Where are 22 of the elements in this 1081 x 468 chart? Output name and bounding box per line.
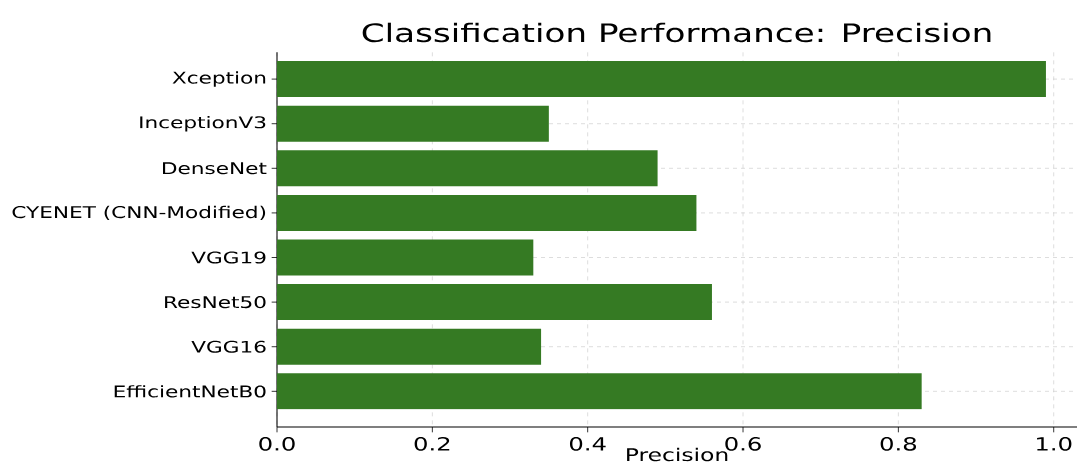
chart-title: Classification Performance: Precision <box>362 22 991 43</box>
bar <box>277 328 542 365</box>
bar <box>277 194 697 231</box>
bar <box>277 284 712 321</box>
y-tick-label: InceptionV3 <box>140 115 266 132</box>
y-tick-label: EfficientNetB0 <box>114 385 266 398</box>
bar <box>277 239 534 276</box>
x-tick-label: 0.0 <box>259 437 295 451</box>
x-tick-label: 0.8 <box>880 437 917 451</box>
y-tick-label: CYENET (CNN-Modified) <box>12 205 266 221</box>
bar <box>277 373 922 410</box>
y-tick-label: Xception <box>172 71 266 87</box>
y-tick-label: ResNet50 <box>165 296 266 309</box>
x-tick-label: 1.0 <box>1037 437 1072 451</box>
x-tick-label: 0.4 <box>569 437 606 451</box>
bar <box>277 150 658 187</box>
y-tick-label: VGG19 <box>191 251 266 264</box>
bar <box>277 61 1046 98</box>
y-tick-label: DenseNet <box>163 162 267 175</box>
x-tick-label: 0.2 <box>414 437 450 451</box>
bar <box>277 105 549 142</box>
y-tick-label: VGG16 <box>191 340 266 353</box>
